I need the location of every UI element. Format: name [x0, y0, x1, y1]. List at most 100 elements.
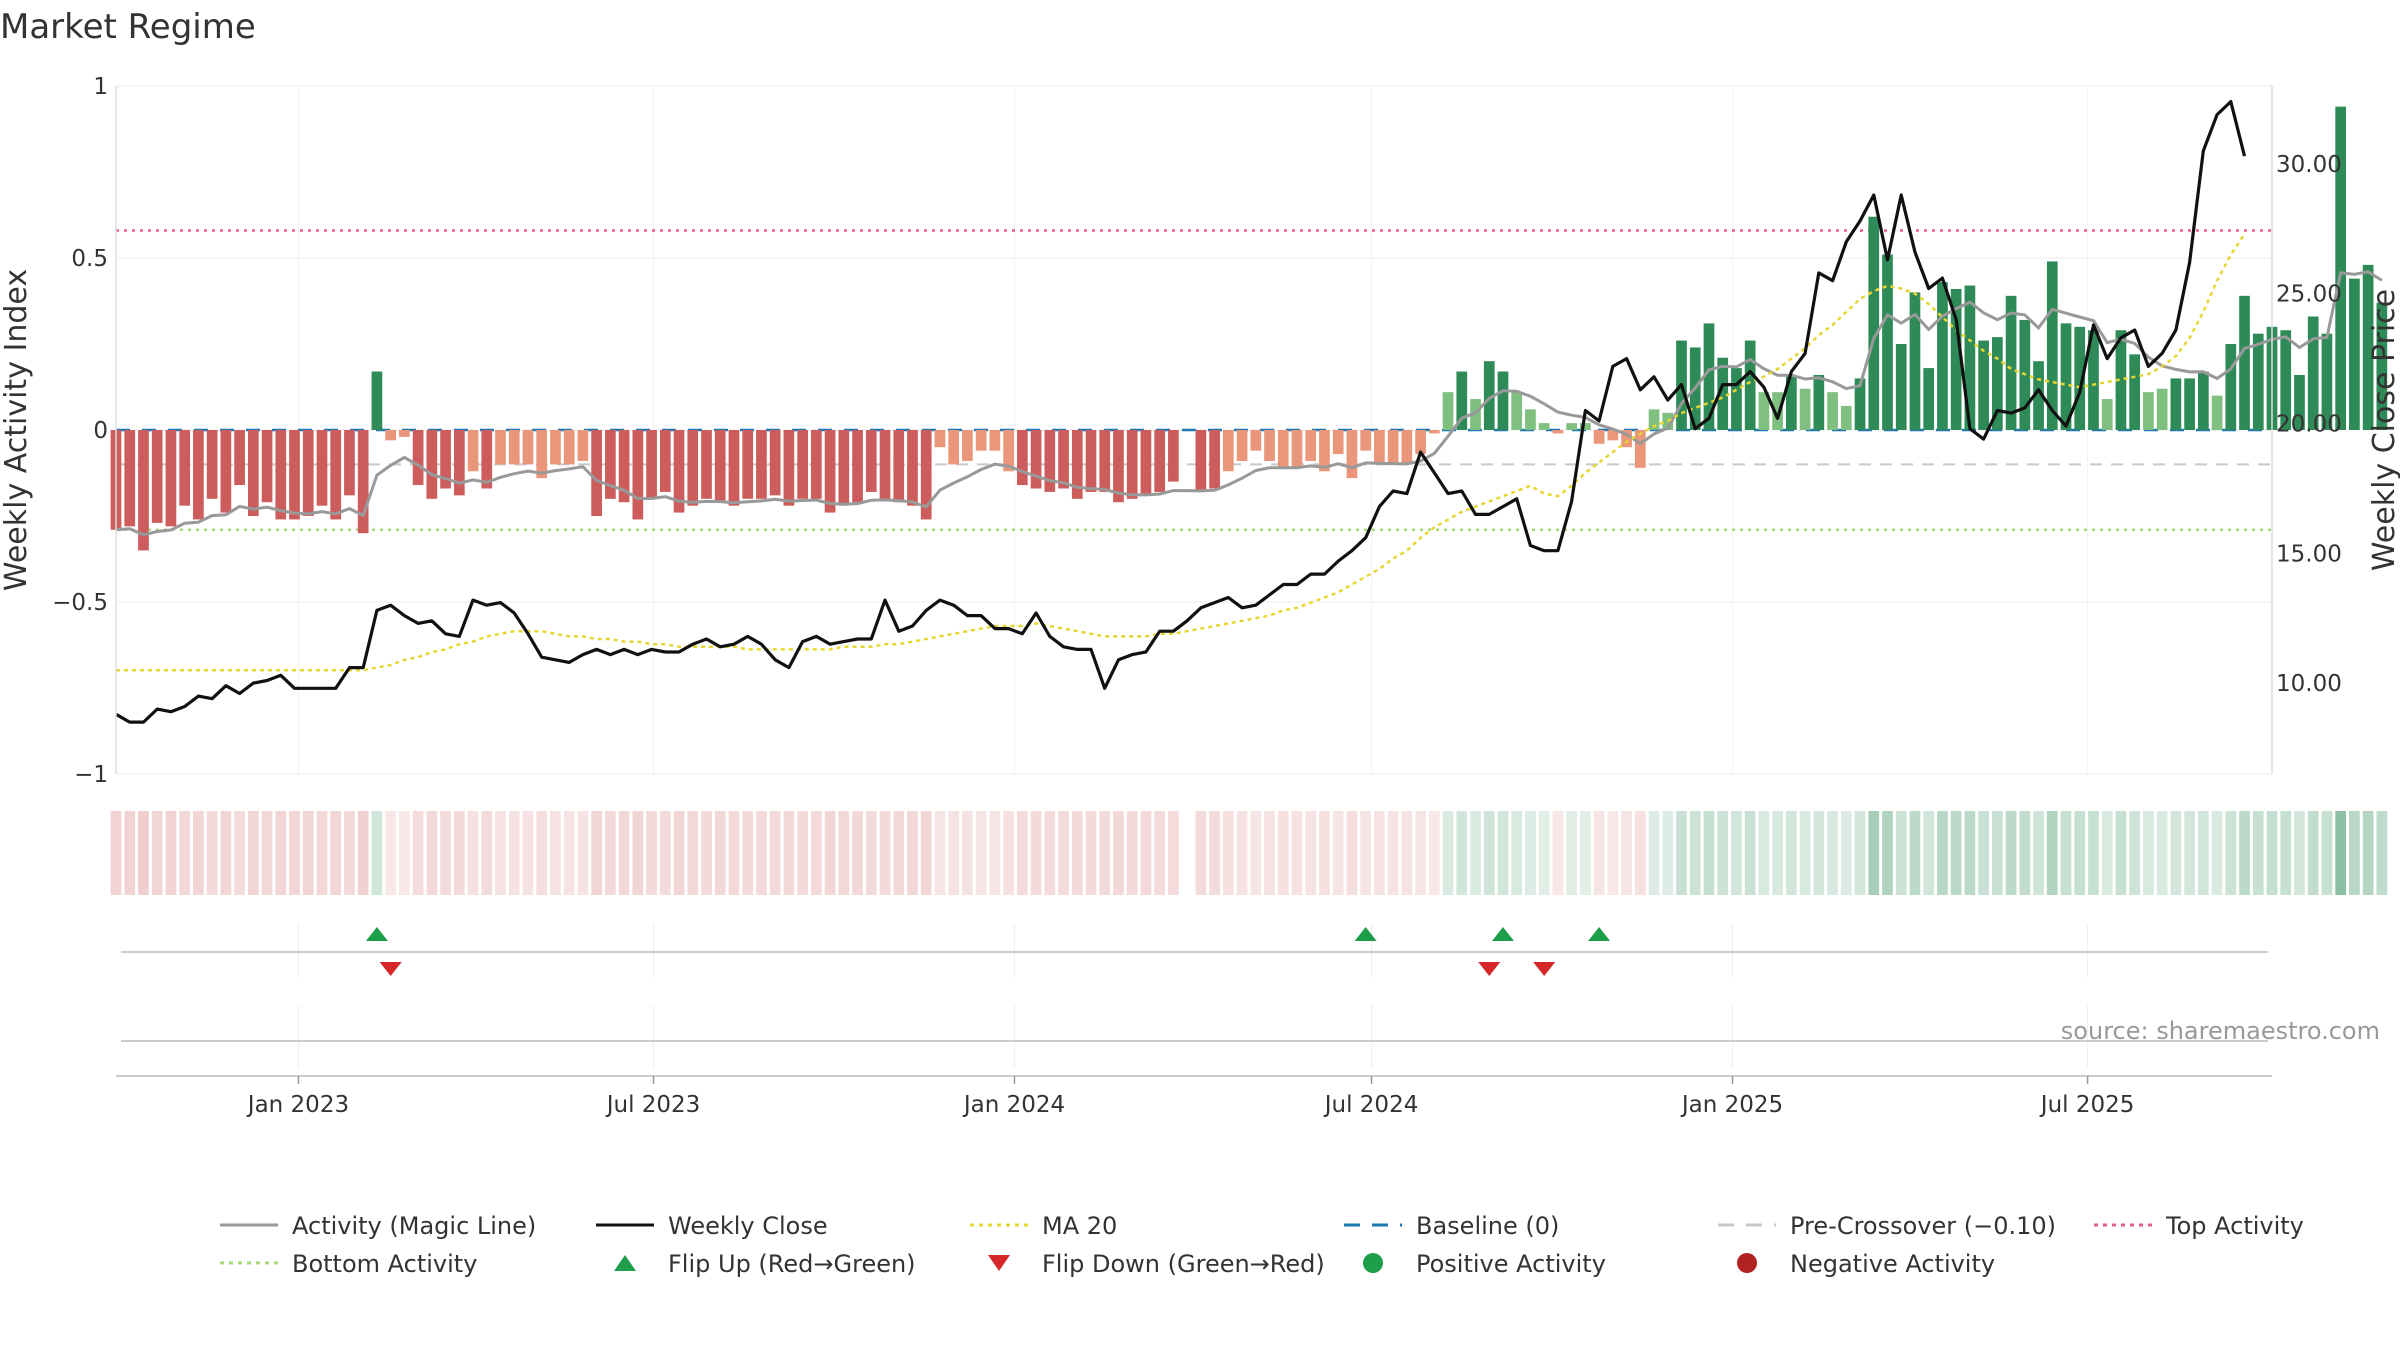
- activity-bar: [742, 430, 754, 499]
- activity-bar: [2335, 106, 2347, 430]
- activity-bar: [824, 430, 836, 513]
- ma20-line: [116, 233, 2246, 672]
- activity-bar: [852, 430, 863, 503]
- activity-bar: [1319, 430, 1330, 472]
- regime-cell: [962, 811, 973, 895]
- regime-cell: [1799, 811, 1811, 895]
- regime-cell: [1621, 811, 1632, 895]
- regime-cell: [1882, 811, 1893, 895]
- activity-bar: [1003, 430, 1014, 472]
- regime-cell: [289, 811, 300, 895]
- activity-bar: [893, 430, 905, 503]
- activity-bar: [701, 430, 712, 499]
- activity-bar: [1250, 430, 1262, 451]
- activity-bar: [1991, 337, 2003, 430]
- activity-bar: [1621, 430, 1632, 448]
- legend-label: Negative Activity: [1790, 1250, 1995, 1278]
- regime-cell: [975, 811, 987, 895]
- activity-bar: [261, 430, 273, 503]
- legend-label: Pre-Crossover (−0.10): [1790, 1212, 2056, 1240]
- activity-bar: [1772, 392, 1783, 430]
- regime-cell: [151, 811, 163, 895]
- regime-cell: [1099, 811, 1111, 895]
- activity-bar: [289, 430, 300, 520]
- x-tick-label: Jul 2025: [2039, 1092, 2135, 1118]
- regime-cell: [399, 811, 410, 895]
- regime-cell: [165, 811, 177, 895]
- activity-bar: [165, 430, 177, 527]
- regime-cell: [605, 811, 616, 895]
- activity-bar: [934, 430, 946, 448]
- regime-cell: [206, 811, 218, 895]
- activity-bar: [1016, 430, 1028, 486]
- regime-cell: [1634, 811, 1646, 895]
- regime-cell: [1772, 811, 1783, 895]
- activity-bar: [2046, 261, 2058, 430]
- activity-bar: [344, 430, 355, 496]
- legend-item: Negative Activity: [1737, 1250, 1995, 1278]
- legend-item: Bottom Activity: [220, 1250, 477, 1278]
- regime-cell: [1991, 811, 2003, 895]
- regime-cell: [2239, 811, 2250, 895]
- regime-cell: [1895, 811, 1907, 895]
- regime-cell: [302, 811, 314, 895]
- left-axis-label: Weekly Activity Index: [0, 269, 34, 591]
- legend-flip-down-icon: [988, 1255, 1010, 1271]
- regime-cell: [948, 811, 960, 895]
- activity-bar: [1387, 430, 1399, 465]
- activity-bar: [206, 430, 218, 499]
- activity-bar: [124, 430, 136, 527]
- activity-bar: [1580, 423, 1591, 430]
- regime-cell: [440, 811, 451, 895]
- regime-cell: [1387, 811, 1399, 895]
- legend-label: Weekly Close: [668, 1212, 828, 1240]
- activity-bar: [2170, 378, 2182, 430]
- activity-bar: [1483, 361, 1495, 430]
- regime-cell: [1552, 811, 1564, 895]
- regime-cell: [852, 811, 863, 895]
- left-tick-label: 0: [93, 418, 108, 444]
- regime-cell: [275, 811, 287, 895]
- activity-bar: [714, 430, 726, 503]
- right-tick-label: 15.00: [2276, 541, 2342, 567]
- regime-cell: [2115, 811, 2127, 895]
- activity-bar: [357, 430, 369, 534]
- regime-cell: [2184, 811, 2195, 895]
- regime-cell: [2266, 811, 2278, 895]
- activity-bar: [2074, 326, 2086, 430]
- activity-bar: [811, 430, 822, 499]
- regime-cell: [1744, 811, 1756, 895]
- regime-cell: [934, 811, 946, 895]
- activity-bar: [2225, 344, 2237, 430]
- regime-cell: [797, 811, 808, 895]
- activity-bar: [2211, 395, 2223, 430]
- regime-cell: [2129, 811, 2141, 895]
- regime-cell: [495, 811, 506, 895]
- activity-bars: [110, 106, 2388, 551]
- regime-cell: [1525, 811, 1536, 895]
- activity-bar: [1456, 371, 1468, 430]
- activity-bar: [193, 430, 204, 520]
- regime-cell: [193, 811, 204, 895]
- regime-cell: [2197, 811, 2209, 895]
- activity-bar: [522, 430, 534, 465]
- regime-cell: [1415, 811, 1426, 895]
- legend-item: Flip Down (Green→Red): [988, 1250, 1325, 1278]
- regime-cell: [1909, 811, 1921, 895]
- flip-up-marker: [1354, 927, 1377, 941]
- activity-bar: [1442, 392, 1454, 430]
- activity-bar: [1264, 430, 1275, 461]
- activity-bar: [536, 430, 548, 479]
- regime-cell: [2307, 811, 2319, 895]
- activity-bar: [1030, 430, 1042, 489]
- regime-cell: [1442, 811, 1454, 895]
- activity-bar: [728, 430, 740, 506]
- activity-bar: [2239, 295, 2250, 430]
- regime-cell: [550, 811, 561, 895]
- activity-bar: [330, 430, 342, 520]
- regime-cell: [110, 811, 122, 895]
- activity-bar: [632, 430, 644, 520]
- regime-cell: [2156, 811, 2168, 895]
- regime-cell: [1428, 811, 1440, 895]
- regime-cell: [1346, 811, 1358, 895]
